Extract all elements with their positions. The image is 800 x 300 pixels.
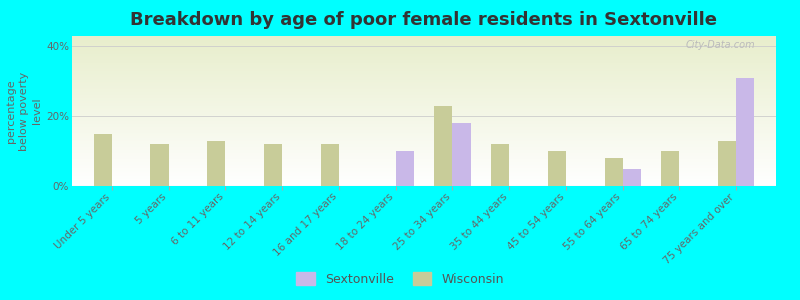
Bar	[321, 144, 339, 186]
Y-axis label: percentage
below poverty
level: percentage below poverty level	[6, 71, 42, 151]
Bar	[662, 151, 679, 186]
Bar	[94, 134, 112, 186]
Bar	[396, 151, 414, 186]
Title: Breakdown by age of poor female residents in Sextonville: Breakdown by age of poor female resident…	[130, 11, 718, 29]
Bar	[150, 144, 169, 186]
Text: City-Data.com: City-Data.com	[686, 40, 755, 50]
Bar	[605, 158, 622, 186]
Bar	[491, 144, 509, 186]
Bar	[548, 151, 566, 186]
Bar	[434, 106, 452, 186]
Bar	[736, 78, 754, 186]
Bar	[452, 123, 470, 186]
Bar	[622, 169, 641, 186]
Bar	[207, 141, 226, 186]
Legend: Sextonville, Wisconsin: Sextonville, Wisconsin	[291, 267, 509, 291]
Bar	[264, 144, 282, 186]
Bar	[718, 141, 736, 186]
